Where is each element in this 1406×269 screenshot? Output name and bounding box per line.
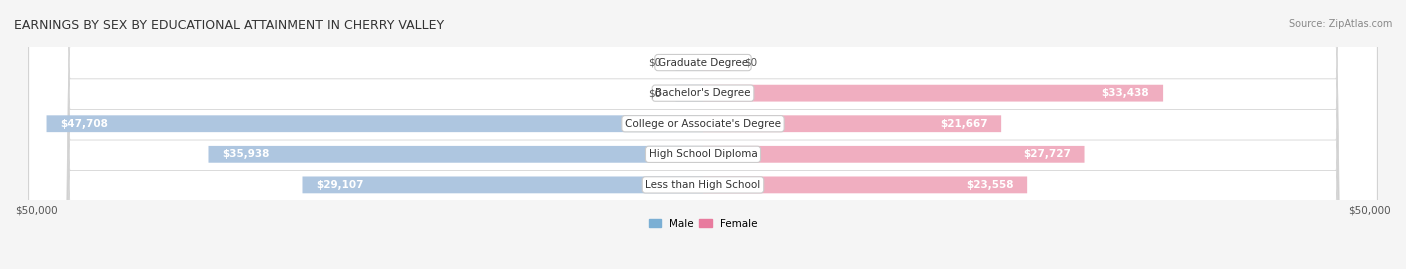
- Text: $33,438: $33,438: [1102, 88, 1149, 98]
- FancyBboxPatch shape: [28, 0, 1378, 269]
- Text: $0: $0: [648, 58, 662, 68]
- Legend: Male, Female: Male, Female: [648, 219, 758, 229]
- FancyBboxPatch shape: [28, 0, 1378, 269]
- FancyBboxPatch shape: [208, 146, 703, 163]
- FancyBboxPatch shape: [675, 85, 703, 102]
- Text: $0: $0: [744, 58, 758, 68]
- FancyBboxPatch shape: [46, 115, 703, 132]
- Text: College or Associate's Degree: College or Associate's Degree: [626, 119, 780, 129]
- Text: $29,107: $29,107: [316, 180, 364, 190]
- Text: $27,727: $27,727: [1024, 149, 1071, 159]
- FancyBboxPatch shape: [302, 176, 703, 193]
- Text: $50,000: $50,000: [15, 206, 58, 216]
- Text: EARNINGS BY SEX BY EDUCATIONAL ATTAINMENT IN CHERRY VALLEY: EARNINGS BY SEX BY EDUCATIONAL ATTAINMEN…: [14, 19, 444, 32]
- Text: $0: $0: [648, 88, 662, 98]
- FancyBboxPatch shape: [28, 0, 1378, 269]
- FancyBboxPatch shape: [675, 54, 703, 71]
- Text: $50,000: $50,000: [1348, 206, 1391, 216]
- FancyBboxPatch shape: [703, 176, 1028, 193]
- Text: $47,708: $47,708: [60, 119, 108, 129]
- Text: $21,667: $21,667: [939, 119, 987, 129]
- FancyBboxPatch shape: [703, 85, 1163, 102]
- Text: Less than High School: Less than High School: [645, 180, 761, 190]
- Text: Source: ZipAtlas.com: Source: ZipAtlas.com: [1288, 19, 1392, 29]
- FancyBboxPatch shape: [28, 0, 1378, 269]
- Text: Bachelor's Degree: Bachelor's Degree: [655, 88, 751, 98]
- FancyBboxPatch shape: [703, 115, 1001, 132]
- FancyBboxPatch shape: [703, 146, 1084, 163]
- Text: Graduate Degree: Graduate Degree: [658, 58, 748, 68]
- Text: $23,558: $23,558: [966, 180, 1014, 190]
- Text: High School Diploma: High School Diploma: [648, 149, 758, 159]
- FancyBboxPatch shape: [28, 0, 1378, 269]
- Text: $35,938: $35,938: [222, 149, 270, 159]
- FancyBboxPatch shape: [703, 54, 731, 71]
